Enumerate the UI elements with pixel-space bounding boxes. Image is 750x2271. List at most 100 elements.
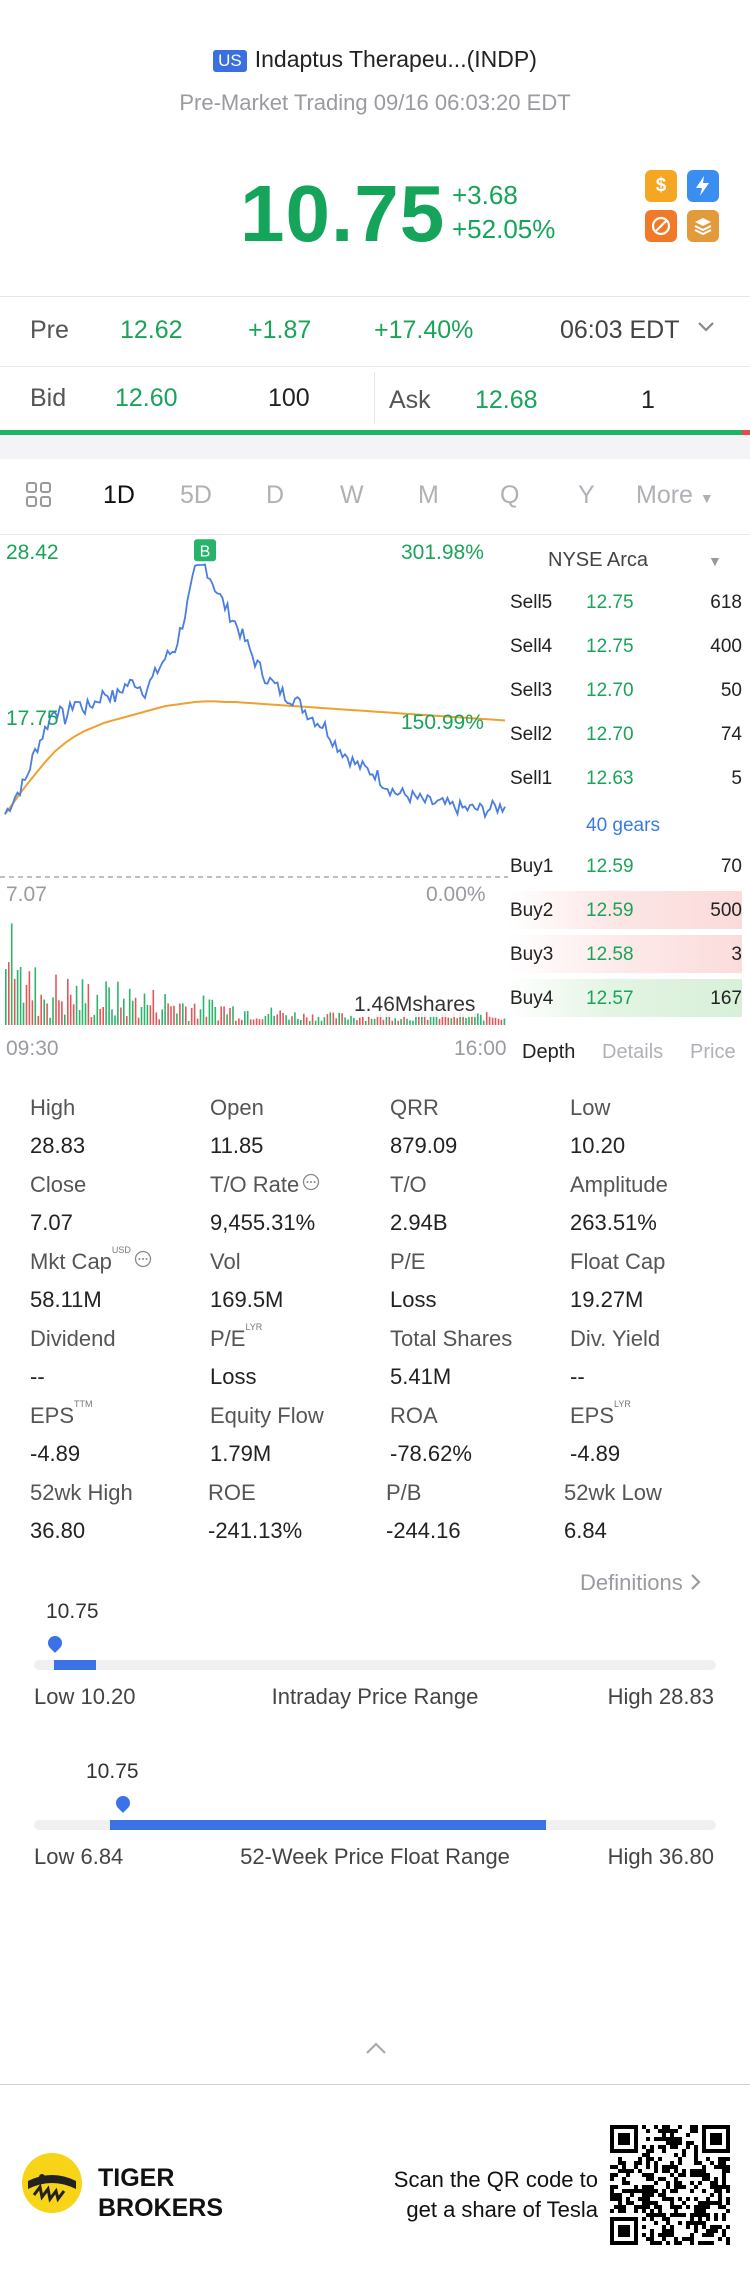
- volume-bar: [344, 1017, 346, 1025]
- stat-item: P/E Loss: [390, 1249, 570, 1313]
- volume-bar: [279, 1010, 281, 1025]
- pre-price: 12.62: [120, 316, 183, 344]
- price-line: [4, 563, 506, 820]
- volume-bar: [332, 1012, 335, 1025]
- volume-bar: [385, 1014, 388, 1025]
- volume-bar: [447, 1017, 450, 1025]
- ask-ratio-bar: [742, 430, 750, 435]
- exchange-name[interactable]: NYSE Arca: [548, 549, 649, 571]
- stat-label: Vol: [210, 1249, 390, 1275]
- volume-bar: [99, 1008, 101, 1025]
- chevron-up-icon[interactable]: [364, 2040, 388, 2061]
- volume-bar: [441, 1014, 444, 1025]
- definitions-label: Definitions: [580, 1570, 683, 1595]
- stat-item: Open 11.85: [210, 1095, 390, 1159]
- stat-superscript: LYR: [245, 1322, 263, 1332]
- no-margin-icon[interactable]: [645, 210, 677, 242]
- volume-bar: [477, 1013, 479, 1025]
- tab-d[interactable]: D: [266, 481, 285, 509]
- tab-depth[interactable]: Depth: [522, 1041, 576, 1063]
- buy-row: Buy4 12.57 167: [508, 979, 742, 1017]
- volume-bar: [388, 1015, 391, 1025]
- stat-label-text: T/O Rate: [210, 1172, 300, 1197]
- volume-bar: [90, 1017, 93, 1025]
- volume-bar: [208, 999, 211, 1025]
- stat-value: 5.41M: [390, 1364, 452, 1389]
- pre-time: 06:03 EDT: [560, 316, 680, 344]
- tab-w[interactable]: W: [340, 481, 364, 509]
- stat-item: Equity Flow 1.79M: [210, 1403, 390, 1467]
- tab-5d[interactable]: 5D: [180, 481, 212, 509]
- info-icon[interactable]: [302, 1172, 320, 1197]
- tab-y[interactable]: Y: [578, 481, 595, 509]
- tab-details[interactable]: Details: [602, 1041, 664, 1063]
- info-icon[interactable]: [134, 1249, 152, 1274]
- volume-bar: [379, 1013, 382, 1025]
- tab-price[interactable]: Price: [690, 1041, 736, 1063]
- caret-down-icon[interactable]: ▼: [708, 553, 722, 569]
- volume-bar: [244, 1011, 246, 1025]
- volume-bar: [459, 1013, 461, 1025]
- pre-market-row[interactable]: Pre 12.62 +1.87 +17.40% 06:03 EDT: [0, 300, 750, 364]
- tab-more[interactable]: More ▼: [636, 481, 714, 510]
- tab-1d[interactable]: 1D: [103, 481, 135, 509]
- ask-size: 1: [641, 386, 655, 414]
- stat-item: 52wk Low 6.84: [564, 1480, 744, 1544]
- sell-label: Sell2: [510, 724, 553, 745]
- volume-bar: [5, 969, 7, 1025]
- definitions-link[interactable]: Definitions: [580, 1570, 703, 1596]
- lightning-icon[interactable]: [687, 170, 719, 202]
- volume-bar: [223, 1006, 225, 1025]
- volume-bar: [161, 1009, 163, 1025]
- volume-bar: [131, 1000, 134, 1025]
- sell-row: Sell4 12.75 400: [508, 627, 742, 665]
- stat-label: T/O Rate: [210, 1172, 390, 1198]
- qr-code[interactable]: [610, 2125, 730, 2245]
- dollar-icon[interactable]: $: [645, 170, 677, 202]
- divider: [0, 534, 750, 535]
- volume-bar: [199, 1009, 202, 1025]
- stat-item: ROA -78.62%: [390, 1403, 570, 1467]
- stat-label: High: [30, 1095, 210, 1121]
- intraday-chart[interactable]: B 28.42 17.75 7.07 301.98% 150.99% 0.00%…: [0, 535, 510, 1060]
- volume-bar: [308, 1021, 311, 1025]
- stack-icon[interactable]: [687, 210, 719, 242]
- bid-size: 100: [268, 384, 310, 412]
- stat-value: -4.89: [30, 1441, 81, 1466]
- stat-label-text: EPS: [570, 1403, 615, 1428]
- stat-item: P/B -244.16: [386, 1480, 566, 1544]
- caret-down-icon: ▼: [699, 490, 714, 506]
- tab-q[interactable]: Q: [500, 481, 520, 509]
- sell-label: Sell4: [510, 636, 553, 657]
- intraday-low: Low 10.20: [34, 1684, 136, 1709]
- volume-bar: [482, 1020, 485, 1025]
- volume-bar: [367, 1015, 370, 1025]
- stat-label-text: High: [30, 1095, 76, 1120]
- tab-m[interactable]: M: [418, 481, 439, 509]
- buy-size: 70: [720, 856, 742, 877]
- volume-bar: [137, 1017, 140, 1025]
- week52-current: 10.75: [86, 1760, 139, 1783]
- volume-bar: [182, 1003, 184, 1025]
- divider: [0, 296, 750, 297]
- layout-grid-icon[interactable]: [24, 480, 54, 517]
- bid-ask-ratio-bar: [0, 430, 742, 435]
- volume-bar: [235, 1020, 237, 1025]
- chevron-down-icon[interactable]: [696, 314, 716, 343]
- volume-bar: [303, 1013, 305, 1025]
- volume-bar: [78, 1010, 81, 1025]
- volume-bar: [335, 1018, 337, 1025]
- volume-bar: [300, 1020, 302, 1025]
- volume-bar: [297, 1018, 299, 1025]
- buy-marker[interactable]: B: [194, 539, 216, 562]
- volume-bar: [347, 1019, 349, 1025]
- stat-value: 10.20: [570, 1133, 626, 1158]
- gears-count[interactable]: 40 gears: [586, 815, 660, 836]
- volume-bar: [229, 1007, 231, 1025]
- stock-name: Indaptus Therapeu...(INDP): [254, 46, 537, 72]
- volume-bar: [55, 974, 57, 1025]
- volume-bar: [28, 971, 31, 1025]
- week52-title: 52-Week Price Float Range: [240, 1844, 510, 1869]
- stat-label: Mkt CapUSD: [30, 1245, 210, 1275]
- footer-cta: Scan the QR code to get a share of Tesla: [360, 2165, 598, 2225]
